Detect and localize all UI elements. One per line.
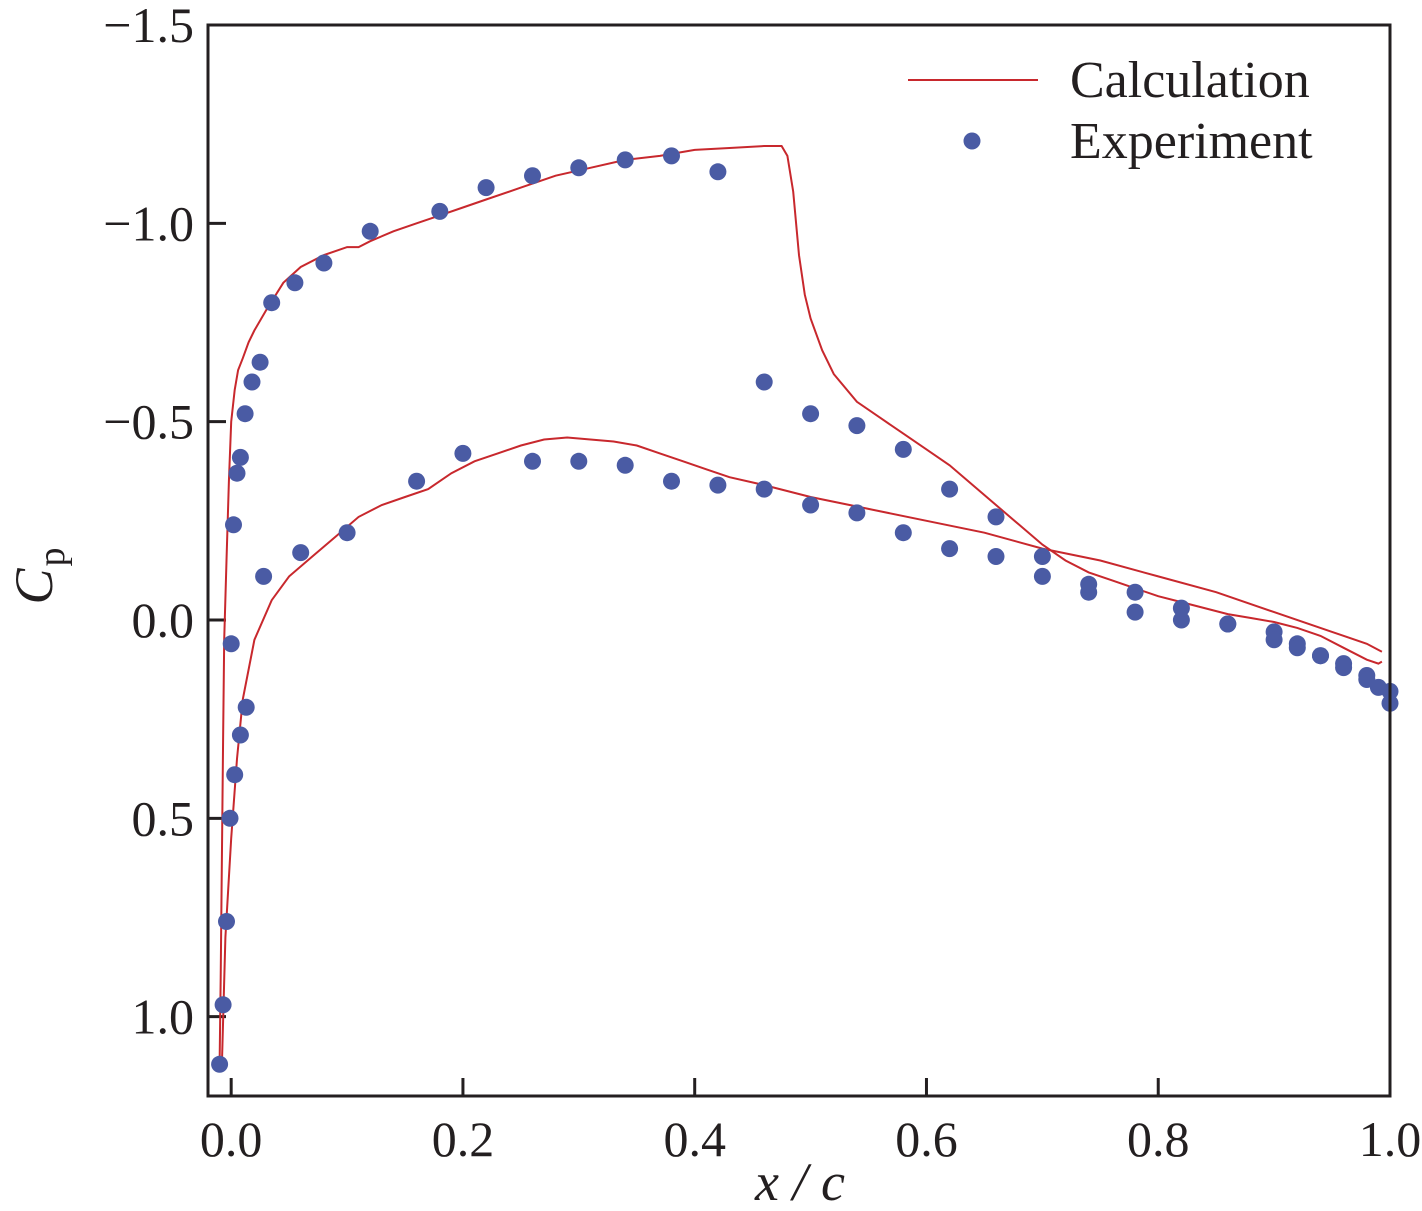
x-tick-label: 0.2 — [432, 1111, 495, 1167]
experiment-point-upper — [225, 516, 242, 534]
legend: Calculation Experiment — [908, 52, 1313, 170]
legend-experiment-label: Experiment — [1070, 113, 1313, 170]
experiment-point-lower — [338, 524, 356, 542]
experiment-point-upper — [477, 179, 495, 197]
experiment-point-lower — [1172, 599, 1190, 617]
experiment-point-upper — [1172, 611, 1190, 629]
experiment-point-lower — [214, 996, 232, 1014]
y-tick-label: −1.0 — [103, 195, 194, 251]
experiment-point-lower — [848, 504, 866, 522]
y-tick-label: −1.5 — [103, 0, 194, 53]
experiment-point-upper — [431, 202, 449, 220]
series-experiment — [211, 147, 1399, 1073]
experiment-point-upper — [222, 635, 240, 653]
experiment-point-lower — [221, 809, 239, 827]
experiment-point-lower — [292, 544, 310, 562]
y-tick-label: 0.0 — [132, 592, 195, 648]
experiment-point-lower — [1033, 567, 1051, 585]
experiment-point-upper — [709, 163, 727, 181]
experiment-point-upper — [286, 274, 304, 292]
experiment-point-upper — [894, 440, 912, 458]
experiment-point-lower — [616, 456, 634, 474]
experiment-point-lower — [226, 766, 244, 784]
experiment-point-upper — [987, 508, 1005, 526]
experiment-point-lower — [218, 913, 235, 930]
experiment-point-upper — [243, 373, 261, 391]
experiment-point-upper — [755, 373, 773, 391]
experiment-point-upper — [231, 448, 249, 466]
calculation-upper-line — [218, 145, 1383, 1065]
experiment-point-upper — [941, 480, 959, 498]
experiment-point-lower — [894, 524, 912, 542]
experiment-point-upper — [663, 147, 680, 165]
x-tick-label: 0.8 — [1127, 1111, 1190, 1167]
y-tick-label: −0.5 — [103, 394, 194, 450]
experiment-point-upper — [616, 151, 634, 169]
experiment-point-lower — [408, 472, 426, 490]
experiment-point-lower — [709, 476, 727, 494]
experiment-point-lower — [1288, 639, 1306, 657]
x-tick-label: 0.4 — [663, 1111, 726, 1167]
experiment-point-lower — [524, 452, 541, 470]
x-axis-ticks: 0.0 0.2 0.4 0.6 0.8 1.0 — [200, 1078, 1421, 1167]
experiment-point-upper — [848, 417, 866, 435]
experiment-point-upper — [251, 353, 269, 371]
y-axis-ticks: −1.5 −1.0 −0.5 0.0 0.5 1.0 — [103, 0, 226, 1045]
experiment-point-lower — [1219, 615, 1237, 633]
experiment-point-lower — [231, 726, 249, 744]
experiment-point-lower — [1335, 659, 1353, 677]
experiment-point-lower — [570, 452, 588, 470]
plot-frame — [206, 23, 1392, 1098]
experiment-point-lower — [663, 472, 680, 490]
experiment-point-lower — [1080, 575, 1098, 593]
experiment-point-upper — [1033, 548, 1051, 565]
legend-calculation-label: Calculation — [1070, 52, 1310, 109]
experiment-point-upper — [524, 167, 541, 185]
experiment-point-lower — [1369, 678, 1387, 696]
experiment-point-lower — [237, 698, 255, 716]
experiment-point-lower — [802, 496, 820, 514]
experiment-point-lower — [1126, 583, 1144, 601]
experiment-point-lower — [755, 480, 773, 498]
x-tick-label: 0.0 — [200, 1111, 263, 1167]
experiment-point-upper — [570, 159, 588, 177]
y-tick-label: 0.5 — [132, 790, 195, 846]
experiment-point-lower — [211, 1055, 229, 1073]
x-tick-label: 1.0 — [1359, 1111, 1422, 1167]
experiment-point-lower — [987, 548, 1005, 565]
experiment-point-lower — [941, 540, 959, 558]
x-axis-title: x / c — [754, 1152, 845, 1211]
experiment-point-lower — [255, 567, 273, 585]
experiment-point-upper — [802, 405, 820, 423]
experiment-point-upper — [263, 294, 281, 312]
series-calculation — [218, 145, 1383, 1065]
experiment-point-upper — [236, 405, 254, 423]
calculation-lower-line — [220, 436, 1383, 1065]
experiment-point-upper — [1126, 603, 1144, 621]
legend-experiment-marker — [963, 132, 981, 150]
x-tick-label: 0.6 — [895, 1111, 958, 1167]
experiment-point-lower — [1265, 631, 1283, 649]
y-axis-title: Cp — [4, 547, 73, 604]
experiment-point-upper — [228, 464, 246, 482]
experiment-point-upper — [315, 254, 333, 272]
experiment-point-upper — [361, 222, 379, 240]
y-tick-label: 1.0 — [132, 989, 195, 1045]
experiment-point-lower — [1312, 647, 1329, 665]
experiment-point-lower — [454, 444, 472, 462]
